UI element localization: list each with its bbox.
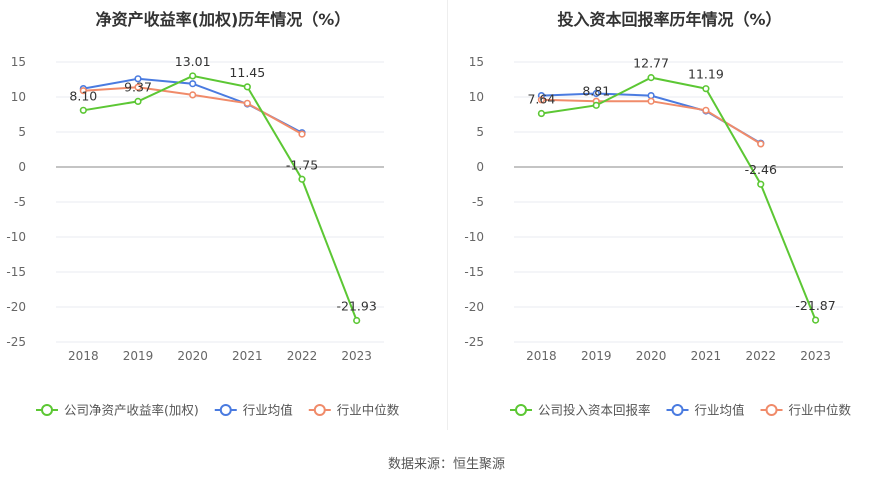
- legend-label-company: 公司净资产收益率(加权): [64, 403, 199, 418]
- legend-label-company: 公司投入资本回报率: [538, 403, 651, 418]
- chart-divider: [447, 0, 448, 430]
- data-point-industry-median: [134, 83, 142, 91]
- legend-marker-industry-mean: [219, 404, 232, 416]
- y-tick-label: -20: [464, 300, 484, 314]
- y-tick-label: -5: [14, 195, 26, 209]
- legend-marker-industry-mean: [671, 404, 684, 416]
- y-tick-label: -25: [464, 335, 484, 349]
- data-point-company: [353, 316, 361, 325]
- y-tick-label: 0: [18, 160, 26, 174]
- data-point-company: [134, 97, 142, 106]
- x-tick-label: 2018: [68, 349, 99, 363]
- data-point-industry-median: [79, 87, 87, 95]
- legend-marker-industry-median: [765, 404, 778, 416]
- data-label: -21.93: [337, 299, 377, 314]
- x-tick-label: 2022: [287, 349, 318, 363]
- x-tick-label: 2021: [232, 349, 263, 363]
- x-tick-label: 2019: [581, 349, 612, 363]
- data-point-industry-median: [647, 97, 655, 105]
- data-point-industry-median: [243, 99, 251, 107]
- data-label: -21.87: [795, 298, 835, 313]
- y-tick-label: -15: [6, 265, 26, 279]
- data-point-industry-mean: [647, 91, 655, 100]
- chart-title-roic: 投入资本回报率历年情况（%）: [557, 10, 782, 29]
- data-label: 8.10: [69, 88, 97, 103]
- legend-label-industry-median: 行业中位数: [337, 403, 400, 418]
- data-point-industry-mean: [189, 80, 197, 88]
- y-tick-label: 10: [469, 90, 484, 104]
- data-point-industry-median: [537, 96, 546, 104]
- x-tick-label: 2020: [636, 349, 667, 363]
- legend-label-industry-median: 行业中位数: [789, 403, 852, 418]
- x-tick-label: 2021: [691, 349, 722, 363]
- legend-marker-company: [515, 404, 527, 416]
- data-point-company: [702, 85, 710, 93]
- data-point-industry-median: [702, 106, 710, 114]
- y-tick-label: 5: [476, 125, 484, 139]
- data-label: -2.46: [745, 162, 777, 177]
- data-label: 7.64: [527, 92, 555, 107]
- data-label: 11.19: [688, 67, 724, 82]
- y-tick-label: -5: [472, 195, 484, 209]
- data-point-industry-mean: [134, 75, 142, 83]
- x-tick-label: 2018: [526, 349, 557, 363]
- y-tick-label: -25: [6, 335, 26, 349]
- chart-title-roe: 净资产收益率(加权)历年情况（%）: [95, 10, 351, 29]
- y-tick-label: -20: [6, 300, 26, 314]
- y-tick-label: -10: [464, 230, 484, 244]
- legend-label-industry-mean: 行业均值: [243, 403, 293, 418]
- y-tick-label: 15: [11, 55, 26, 69]
- data-label: 9.37: [124, 79, 152, 94]
- roe-chart: 15 10 5 0 -5 -10 -15 -20 -25 2018 2019 2020 2021 2022…: [6, 54, 400, 418]
- series-line-company: [541, 76, 817, 321]
- data-point-company: [537, 109, 546, 118]
- data-point-industry-mean: [592, 89, 600, 98]
- y-tick-label: 5: [18, 125, 26, 139]
- legend-label-industry-mean: 行业均值: [695, 403, 745, 418]
- x-tick-label: 2023: [341, 349, 372, 363]
- legend-marker-company: [41, 404, 53, 416]
- data-label: 13.01: [175, 54, 211, 69]
- y-tick-label: -10: [6, 230, 26, 244]
- data-point-industry-median: [757, 140, 765, 148]
- series-line-industry-median: [541, 98, 762, 145]
- y-tick-label: 0: [476, 160, 484, 174]
- data-label: 12.77: [633, 56, 669, 71]
- roic-chart: 15 10 5 0 -5 -10 -15 -20 -25 2018 2019 2020 2021 2022…: [464, 55, 852, 418]
- data-point-company: [592, 101, 600, 109]
- data-point-company: [243, 83, 251, 91]
- data-point-company: [79, 106, 87, 114]
- data-label: -1.75: [286, 157, 318, 172]
- data-point-industry-median: [298, 130, 306, 138]
- data-point-company: [189, 72, 197, 80]
- x-tick-label: 2019: [123, 349, 154, 363]
- x-tick-label: 2022: [745, 349, 776, 363]
- series-line-company: [83, 74, 358, 321]
- y-tick-label: -15: [464, 265, 484, 279]
- data-point-company: [647, 74, 655, 82]
- legend-marker-industry-median: [313, 404, 326, 416]
- y-tick-label: 15: [469, 55, 484, 69]
- x-tick-label: 2023: [800, 349, 831, 363]
- data-label: 11.45: [229, 65, 265, 80]
- data-point-company: [757, 180, 765, 188]
- y-tick-label: 10: [11, 90, 26, 104]
- x-tick-label: 2020: [177, 349, 208, 363]
- data-source: 数据来源：恒生聚源: [387, 457, 505, 472]
- data-label: 8.81: [582, 83, 610, 98]
- data-point-company: [298, 175, 306, 183]
- data-point-company: [811, 316, 820, 324]
- data-point-industry-median: [189, 91, 197, 99]
